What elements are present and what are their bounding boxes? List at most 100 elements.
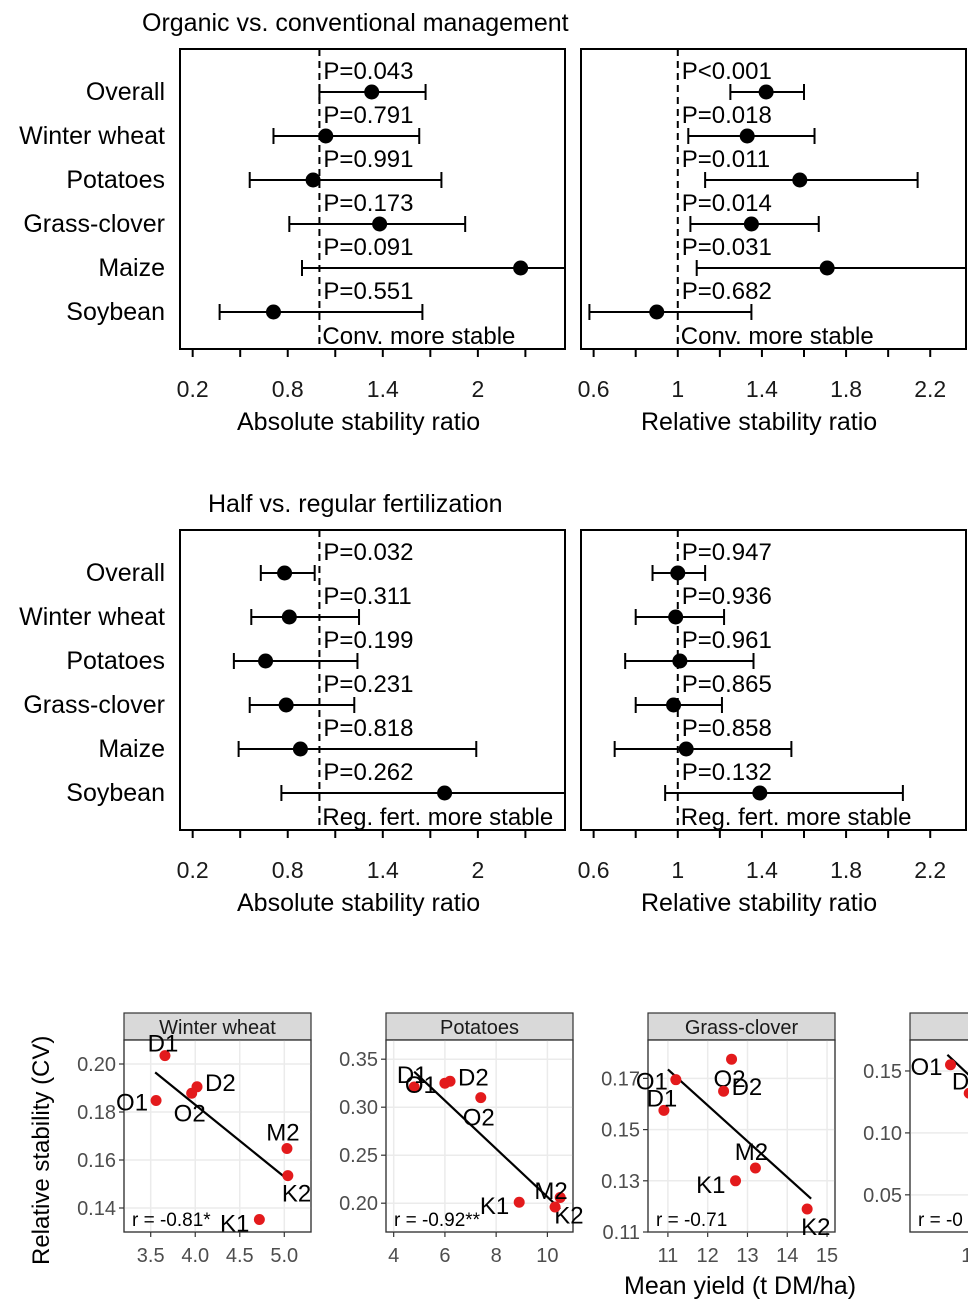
correlation-annotation: r = -0: [918, 1210, 963, 1231]
estimate-point: [277, 565, 293, 581]
estimate-point: [305, 172, 321, 188]
data-point-m2: [749, 1162, 761, 1174]
y-tick-label: 0.18: [77, 1102, 116, 1124]
point-label: O1: [116, 1089, 148, 1116]
x-tick-label: 1.8: [830, 857, 862, 883]
p-value-label: P=0.865: [682, 671, 772, 698]
x-tick-label: 2: [471, 857, 484, 883]
p-value-label: P=0.858: [682, 715, 772, 742]
p-value-label: P=0.961: [682, 627, 772, 654]
point-label: O2: [463, 1105, 495, 1132]
regression-line: [154, 1071, 290, 1182]
estimate-point: [372, 216, 388, 232]
p-value-label: P=0.043: [323, 58, 413, 85]
p-value-label: P=0.173: [323, 190, 413, 217]
correlation-annotation: r = -0.92**: [394, 1210, 481, 1231]
y-tick-label: 0.14: [77, 1198, 116, 1220]
data-point-o1: [439, 1077, 451, 1089]
y-tick-label: 0.11: [603, 1222, 640, 1244]
y-tick-label: 0.15: [601, 1120, 640, 1142]
x-tick-label: 15: [816, 1245, 838, 1267]
section-title-management: Organic vs. conventional management: [142, 9, 569, 37]
x-tick-label: 0.8: [272, 376, 304, 402]
x-tick-label: 4: [388, 1245, 399, 1267]
forest-panel-frame: [580, 529, 967, 831]
row-label-potatoes-2: Potatoes: [66, 647, 165, 675]
x-tick-label: 6: [439, 1245, 450, 1267]
point-label: K2: [801, 1214, 830, 1241]
row-label-maize: Maize: [98, 254, 165, 282]
section-title-fertilization: Half vs. regular fertilization: [208, 490, 503, 518]
correlation-annotation: r = -0.71: [656, 1210, 727, 1231]
p-value-label: P=0.791: [323, 102, 413, 129]
facet-panel-border: [123, 1039, 312, 1233]
point-label: D1: [647, 1085, 678, 1112]
x-tick-label: 1.4: [367, 376, 399, 402]
data-point-o1: [670, 1074, 682, 1086]
p-value-label: P=0.032: [323, 539, 413, 566]
x-tick-label: 0.2: [177, 857, 209, 883]
p-value-label: P=0.199: [323, 627, 413, 654]
x-tick-label: 1.4: [746, 376, 778, 402]
point-label: K1: [480, 1193, 509, 1220]
x-tick-label: 4.5: [226, 1245, 254, 1267]
p-value-label: P=0.018: [682, 102, 772, 129]
p-value-label: P=0.551: [323, 278, 413, 305]
data-point-d1: [658, 1104, 670, 1116]
y-tick-label: 0.16: [77, 1150, 116, 1172]
point-label: D1: [397, 1062, 428, 1089]
x-axis-title-relative-1: Relative stability ratio: [641, 408, 878, 436]
data-point-d1: [159, 1050, 171, 1062]
data-point-o2: [186, 1087, 198, 1099]
stability-annotation: Conv. more stable: [681, 323, 874, 350]
row-label-winter-wheat-2: Winter wheat: [19, 603, 165, 631]
p-value-label: P=0.231: [323, 671, 413, 698]
estimate-point: [678, 741, 694, 757]
estimate-point: [292, 741, 308, 757]
estimate-point: [437, 785, 453, 801]
data-point-o1: [945, 1059, 957, 1071]
x-tick-label: 0.6: [578, 857, 610, 883]
x-tick-label: 1.8: [830, 376, 862, 402]
y-tick-label: 0.35: [339, 1049, 378, 1071]
forest-panel-frame: [179, 529, 566, 831]
y-tick-label: 0.05: [863, 1185, 902, 1207]
x-tick-label: 5.0: [270, 1245, 298, 1267]
data-point-d2: [718, 1085, 730, 1097]
y-tick-label: 0.17: [601, 1068, 640, 1090]
regression-line: [413, 1070, 561, 1210]
x-tick-label: 8: [491, 1245, 502, 1267]
x-tick-label: 13: [736, 1245, 758, 1267]
y-axis-title-cv: Relative stability (CV): [28, 1035, 55, 1265]
x-tick-label: 16: [961, 1245, 968, 1267]
data-point-k2: [282, 1170, 294, 1182]
facet-panel: [909, 1039, 968, 1233]
estimate-point: [513, 260, 529, 276]
y-tick-label: 0.20: [77, 1054, 116, 1076]
estimate-point: [265, 304, 281, 320]
x-tick-label: 0.8: [272, 857, 304, 883]
data-point-o2: [475, 1092, 487, 1104]
estimate-point: [743, 216, 759, 232]
point-label: M2: [735, 1139, 768, 1166]
p-value-label: P=0.262: [323, 759, 413, 786]
x-axis-title-yield: Mean yield (t DM/ha): [624, 1272, 857, 1300]
row-label-soybean-2: Soybean: [66, 779, 165, 807]
p-value-label: P=0.011: [682, 146, 770, 173]
x-tick-label: 12: [697, 1245, 719, 1267]
point-label: K2: [282, 1181, 311, 1208]
estimate-point: [668, 609, 684, 625]
estimate-point: [670, 565, 686, 581]
point-label: K1: [220, 1211, 249, 1238]
data-point-k2: [801, 1203, 813, 1215]
x-tick-label: 10: [536, 1245, 558, 1267]
y-tick-label: 0.30: [339, 1097, 378, 1119]
y-tick-label: 0.13: [601, 1171, 640, 1193]
data-point-d1: [408, 1081, 420, 1093]
p-value-label: P=0.311: [323, 583, 411, 610]
x-tick-label: 2.2: [914, 857, 946, 883]
x-tick-label: 11: [658, 1245, 679, 1267]
p-value-label: P=0.132: [682, 759, 772, 786]
x-tick-label: 2.2: [914, 376, 946, 402]
p-value-label: P=0.991: [323, 146, 413, 173]
